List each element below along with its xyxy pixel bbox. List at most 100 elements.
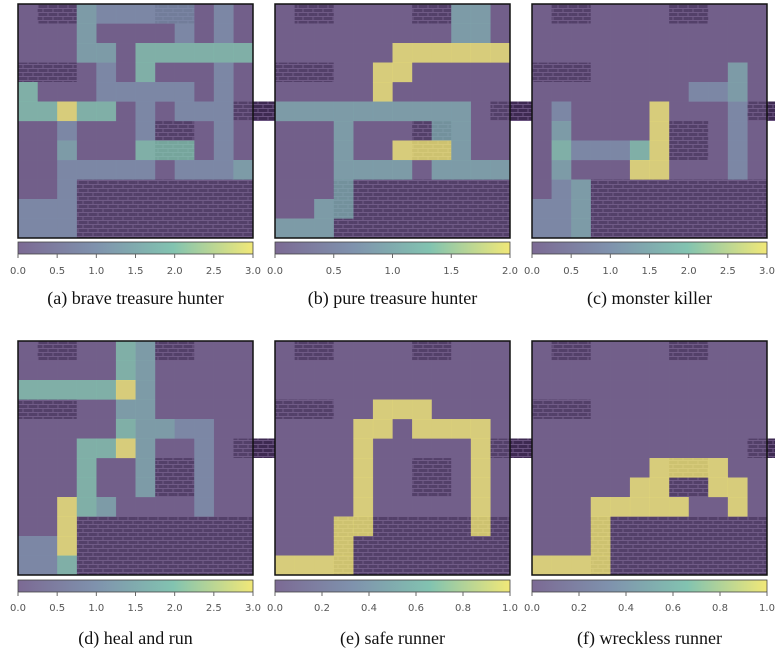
heat-cell — [57, 43, 77, 63]
heat-cell — [135, 82, 156, 102]
heat-cell — [747, 360, 768, 381]
heat-cell — [747, 101, 768, 122]
heat-cell — [18, 23, 38, 44]
heat-cell — [708, 121, 729, 141]
wall — [747, 438, 775, 458]
heat-cell — [688, 458, 709, 478]
heat-cell — [57, 62, 77, 83]
heat-cell — [353, 140, 374, 161]
heat-cell — [233, 160, 254, 180]
heat-cell — [233, 399, 254, 420]
heat-cell — [115, 160, 136, 180]
heat-cell — [115, 360, 136, 381]
heat-cell — [194, 536, 215, 556]
heat-cell — [135, 179, 156, 200]
heat-cell — [333, 419, 354, 439]
heat-cell — [451, 380, 472, 400]
heat-cell — [372, 179, 393, 200]
heat-cell — [708, 536, 729, 556]
heat-cell — [727, 140, 748, 161]
heat-cell — [451, 477, 472, 498]
heat-cell — [194, 23, 215, 44]
heat-cell — [37, 101, 58, 122]
heat-cell — [669, 497, 689, 517]
heat-cell — [727, 458, 748, 478]
heat-cell — [490, 419, 511, 439]
heat-cell — [532, 62, 552, 83]
heat-cell — [115, 121, 136, 141]
heat-cell — [688, 380, 709, 400]
heat-cell — [571, 555, 591, 576]
heat-cell — [532, 399, 552, 420]
heat-cell — [314, 360, 334, 381]
heat-cell — [470, 160, 491, 180]
heat-cell — [57, 199, 77, 219]
heat-cell — [37, 555, 58, 576]
heat-cell — [18, 399, 38, 420]
heat-cell — [431, 82, 452, 102]
heat-cell — [470, 43, 491, 63]
heat-cell — [669, 4, 689, 24]
heat-cell — [747, 179, 768, 200]
heat-cell — [629, 179, 650, 200]
heat-cell — [629, 160, 650, 180]
heat-cell — [649, 4, 670, 24]
heat-cell — [76, 419, 97, 439]
heat-cell — [490, 23, 511, 44]
heat-cell — [115, 101, 136, 122]
colorbar-tick-label: 2.0 — [502, 266, 518, 277]
heat-cell — [747, 419, 768, 439]
heat-cell — [412, 555, 432, 576]
heat-cell — [115, 199, 136, 219]
heat-cell — [431, 4, 452, 24]
heat-cell — [18, 140, 38, 161]
heat-cell — [392, 4, 413, 24]
heat-cell — [610, 82, 631, 102]
heat-cell — [194, 341, 215, 361]
heat-cell — [372, 360, 393, 381]
heat-cell — [551, 62, 572, 83]
heat-cell — [688, 140, 709, 161]
heat-cell — [708, 497, 729, 517]
heat-cell — [194, 101, 215, 122]
heat-cell — [649, 380, 670, 400]
heat-cell — [294, 23, 315, 44]
heat-cell — [532, 23, 552, 44]
heat-cell — [551, 160, 572, 180]
heat-cell — [155, 160, 175, 180]
heat-cell — [294, 101, 315, 122]
heat-cell — [135, 160, 156, 180]
heat-cell — [431, 179, 452, 200]
heat-cell — [708, 438, 729, 459]
colorbar-tick-label: 0.8 — [455, 603, 471, 614]
heat-cell — [76, 160, 97, 180]
heat-cell — [590, 477, 611, 498]
heat-cell — [490, 218, 511, 239]
heat-cell — [392, 43, 413, 63]
heat-cell — [76, 536, 97, 556]
heat-cell — [314, 555, 334, 576]
heat-cell — [213, 43, 234, 63]
heat-cell — [470, 380, 491, 400]
heat-cell — [747, 341, 768, 361]
colorbar-tick-label: 1.0 — [88, 603, 104, 614]
heat-cell — [96, 101, 117, 122]
heat-cell — [532, 555, 552, 576]
heat-cell — [37, 458, 58, 478]
heat-cell — [275, 43, 295, 63]
heat-cell — [275, 419, 295, 439]
heat-cell — [57, 101, 77, 122]
heat-cell — [213, 101, 234, 122]
heat-cell — [412, 419, 432, 439]
heat-cell — [392, 438, 413, 459]
heat-cell — [747, 82, 768, 102]
heat-cell — [314, 438, 334, 459]
heat-cell — [412, 218, 432, 239]
heat-cell — [649, 477, 670, 498]
heat-cell — [155, 536, 175, 556]
heat-cell — [571, 497, 591, 517]
heat-cell — [155, 516, 175, 537]
heat-cell — [688, 101, 709, 122]
heat-cell — [669, 341, 689, 361]
heat-cell — [431, 341, 452, 361]
